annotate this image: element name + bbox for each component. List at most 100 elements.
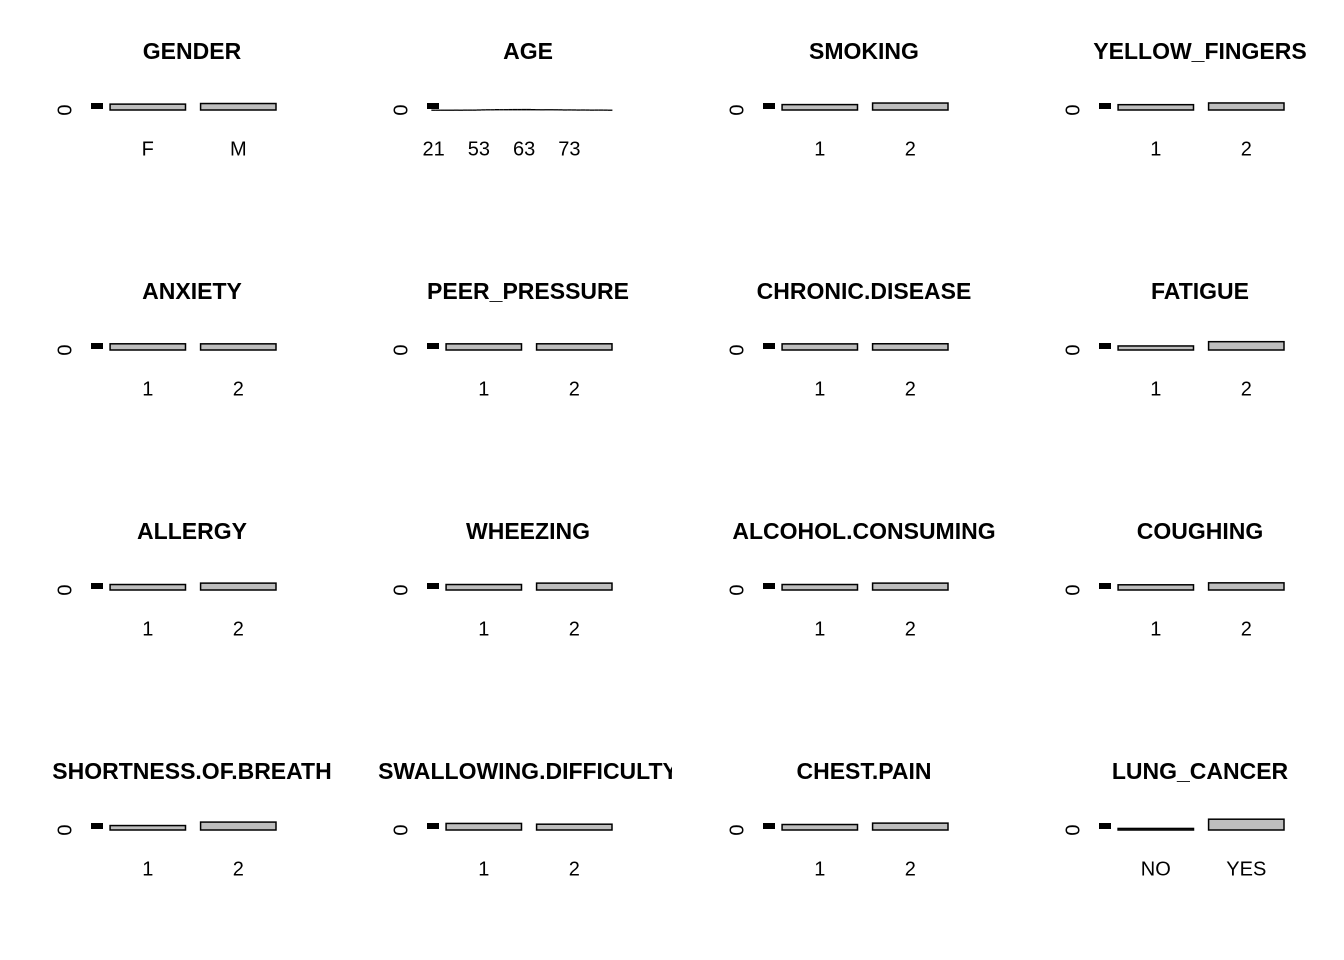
- panel: SMOKING 0 1 2: [726, 38, 949, 160]
- x-tick-label: F: [142, 138, 154, 160]
- y-axis-tick: [91, 823, 103, 829]
- bar: [603, 109, 608, 111]
- y-tick-label: 0: [1062, 584, 1084, 595]
- bar: [494, 109, 500, 111]
- bar: [199, 102, 277, 111]
- panel: FATIGUE 0 1 2: [1062, 278, 1285, 400]
- panel: ALLERGY 0 1 2: [54, 518, 277, 640]
- panel-title: YELLOW_FINGERS: [1093, 38, 1306, 64]
- bar: [440, 109, 445, 111]
- bar: [535, 109, 540, 111]
- y-axis-tick: [763, 343, 775, 349]
- x-tick-label: 63: [513, 138, 535, 160]
- y-axis-tick: [427, 823, 439, 829]
- bar: [109, 824, 187, 831]
- bar: [199, 821, 277, 831]
- panel-title: PEER_PRESSURE: [427, 278, 629, 304]
- x-tick-label: 2: [905, 138, 916, 160]
- bar: [589, 109, 595, 111]
- y-axis-tick: [763, 103, 775, 109]
- bar: [544, 109, 550, 111]
- x-tick-label: 2: [233, 858, 244, 880]
- panel: PEER_PRESSURE 0 1 2: [390, 278, 629, 400]
- bar: [594, 109, 599, 111]
- x-tick-label: 1: [142, 858, 153, 880]
- y-tick-label: 0: [390, 344, 412, 355]
- bar: [512, 108, 518, 111]
- bar: [472, 109, 477, 111]
- x-tick-label: 2: [1241, 378, 1252, 400]
- bar: [444, 109, 450, 111]
- bar: [458, 109, 464, 111]
- bar: [199, 582, 277, 591]
- bar: [481, 109, 486, 111]
- x-tick-label: 21: [423, 138, 445, 160]
- y-tick-label: 0: [1062, 344, 1084, 355]
- y-tick-label: 0: [54, 104, 76, 115]
- bar: [530, 109, 536, 111]
- bar: [1207, 340, 1285, 351]
- y-axis-tick: [427, 583, 439, 589]
- panel-title: SHORTNESS.OF.BREATH: [52, 758, 331, 784]
- y-tick-label: 0: [54, 824, 76, 835]
- panel-title: AGE: [503, 38, 553, 64]
- bar: [1117, 584, 1195, 591]
- panel-title: SMOKING: [809, 38, 919, 64]
- y-tick-label: 0: [390, 584, 412, 595]
- panel: CHEST.PAIN 0 1 2: [726, 758, 949, 880]
- bar: [521, 108, 527, 111]
- bar: [467, 109, 473, 111]
- bar: [1207, 582, 1285, 591]
- y-tick-label: 0: [1062, 104, 1084, 115]
- bar: [109, 343, 187, 351]
- x-tick-label: 2: [1241, 618, 1252, 640]
- bar: [576, 109, 581, 111]
- bar: [535, 343, 613, 351]
- bar: [499, 109, 504, 111]
- x-tick-label: 53: [468, 138, 490, 160]
- x-tick-label: YES: [1226, 858, 1266, 880]
- y-axis-tick: [763, 823, 775, 829]
- panel: YELLOW_FINGERS 0 1 2: [1062, 38, 1306, 160]
- panel: LUNG_CANCER 0 NO YES: [1062, 758, 1288, 880]
- bar: [476, 109, 482, 111]
- x-tick-label: 1: [478, 378, 489, 400]
- y-axis-tick: [91, 583, 103, 589]
- x-tick-label: 1: [142, 618, 153, 640]
- panel-title: SWALLOWING.DIFFICULTY: [378, 758, 678, 784]
- bar: [453, 109, 459, 111]
- y-tick-label: 0: [54, 584, 76, 595]
- x-tick-label: 1: [814, 858, 825, 880]
- bar: [781, 583, 859, 591]
- y-tick-label: 0: [390, 104, 412, 115]
- y-tick-label: 0: [726, 344, 748, 355]
- panel: AGE 0 21 53 63 73: [390, 38, 613, 160]
- bar: [449, 109, 455, 111]
- panel: ANXIETY 0 1 2: [54, 278, 277, 400]
- y-axis-tick: [91, 103, 103, 109]
- panel: GENDER 0 F M: [54, 38, 277, 160]
- x-tick-label: 1: [1150, 138, 1161, 160]
- x-tick-label: 2: [233, 618, 244, 640]
- x-tick-label: 1: [478, 618, 489, 640]
- bar: [1207, 102, 1285, 111]
- panel: WHEEZING 0 1 2: [390, 518, 613, 640]
- bar: [562, 109, 568, 111]
- panel-title: CHRONIC.DISEASE: [757, 278, 972, 304]
- x-tick-label: M: [230, 138, 247, 160]
- y-tick-label: 0: [390, 824, 412, 835]
- panel-title: ALLERGY: [137, 518, 247, 544]
- panel-title: CHEST.PAIN: [796, 758, 931, 784]
- bar: [463, 109, 468, 111]
- bar: [517, 108, 522, 111]
- bar: [571, 109, 577, 111]
- x-tick-label: 2: [905, 378, 916, 400]
- bar: [585, 109, 590, 111]
- bar: [558, 109, 563, 111]
- x-tick-label: 1: [142, 378, 153, 400]
- y-axis-tick: [1099, 343, 1111, 349]
- bar: [539, 109, 545, 111]
- y-axis-tick: [91, 343, 103, 349]
